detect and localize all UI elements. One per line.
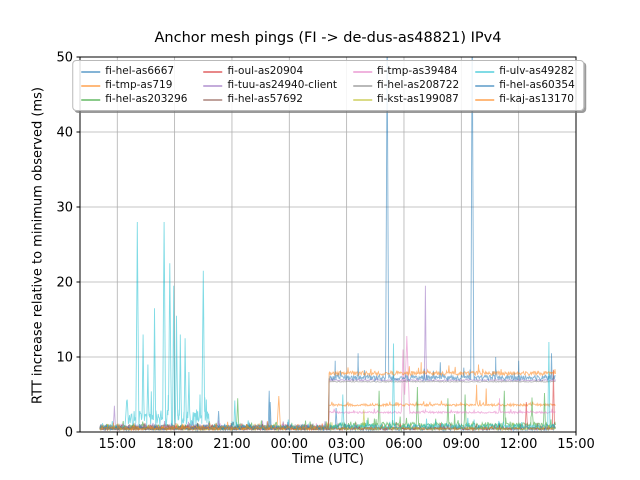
y-tick-label: 20 (56, 276, 73, 291)
legend-label: fi-kst-as199087 (377, 93, 459, 105)
legend-swatch (203, 70, 223, 73)
legend-label: fi-oul-as20904 (227, 65, 304, 77)
legend-swatch (475, 98, 495, 101)
legend-swatch (81, 84, 101, 87)
legend: fi-hel-as6667 fi-tmp-as719 fi-hel-as203296… (72, 60, 584, 111)
chart-title: Anchor mesh pings (FI -> de-dus-as48821)… (154, 30, 502, 46)
series-line-fi-tmp-as39484 (99, 335, 556, 432)
legend-swatch (353, 84, 373, 87)
x-tick-label: 09:00 (443, 437, 480, 452)
legend-item-fi-hel-as208722: fi-hel-as208722 (353, 79, 459, 92)
legend-label: fi-tmp-as719 (105, 79, 173, 91)
y-tick-label: 40 (56, 126, 73, 141)
legend-item-fi-tmp-as719: fi-tmp-as719 (81, 79, 187, 92)
legend-label: fi-ulv-as49282 (499, 65, 575, 77)
x-tick-label: 18:00 (156, 437, 193, 452)
legend-item-fi-hel-as60354: fi-hel-as60354 (475, 79, 575, 92)
legend-label: fi-tuu-as24940-client (227, 79, 338, 91)
y-tick-label: 10 (56, 351, 73, 366)
legend-item-fi-hel-as203296: fi-hel-as203296 (81, 93, 187, 106)
legend-label: fi-hel-as208722 (377, 79, 460, 91)
legend-item-fi-kst-as199087: fi-kst-as199087 (353, 93, 459, 106)
legend-label: fi-hel-as6667 (105, 65, 175, 77)
legend-swatch (203, 98, 223, 101)
legend-item-fi-hel-as6667: fi-hel-as6667 (81, 65, 187, 78)
legend-label: fi-tmp-as39484 (377, 65, 458, 77)
series-line-fi-ulv-as49282 (99, 221, 556, 431)
legend-item-fi-ulv-as49282: fi-ulv-as49282 (475, 65, 575, 78)
legend-item-fi-tmp-as39484: fi-tmp-as39484 (353, 65, 459, 78)
legend-swatch (475, 70, 495, 73)
legend-swatch (353, 98, 373, 101)
y-tick-label: 50 (56, 51, 73, 66)
legend-item-fi-oul-as20904: fi-oul-as20904 (203, 65, 337, 78)
legend-swatch (353, 70, 373, 73)
legend-label: fi-hel-as60354 (499, 79, 575, 91)
x-axis-label: Time (UTC) (292, 452, 364, 467)
x-tick-label: 21:00 (213, 437, 250, 452)
legend-label: fi-hel-as57692 (227, 93, 303, 105)
legend-item-fi-hel-as57692: fi-hel-as57692 (203, 93, 337, 106)
x-tick-label: 12:00 (500, 437, 537, 452)
x-tick-label: 03:00 (328, 437, 365, 452)
legend-item-fi-kaj-as13170: fi-kaj-as13170 (475, 93, 575, 106)
legend-swatch (203, 84, 223, 87)
x-tick-label: 15:00 (557, 437, 594, 452)
x-tick-label: 06:00 (385, 437, 422, 452)
x-tick-label: 15:00 (99, 437, 136, 452)
legend-swatch (81, 98, 101, 101)
legend-label: fi-hel-as203296 (105, 93, 188, 105)
series-line-fi-kaj-as13170 (99, 362, 556, 432)
x-tick-label: 00:00 (271, 437, 308, 452)
legend-item-fi-tuu-as24940-client: fi-tuu-as24940-client (203, 79, 337, 92)
y-tick-label: 0 (65, 426, 73, 441)
y-tick-label: 30 (56, 201, 73, 216)
axes-frame (79, 56, 577, 433)
legend-swatch (475, 84, 495, 87)
legend-label: fi-kaj-as13170 (499, 93, 574, 105)
legend-swatch (81, 70, 101, 73)
